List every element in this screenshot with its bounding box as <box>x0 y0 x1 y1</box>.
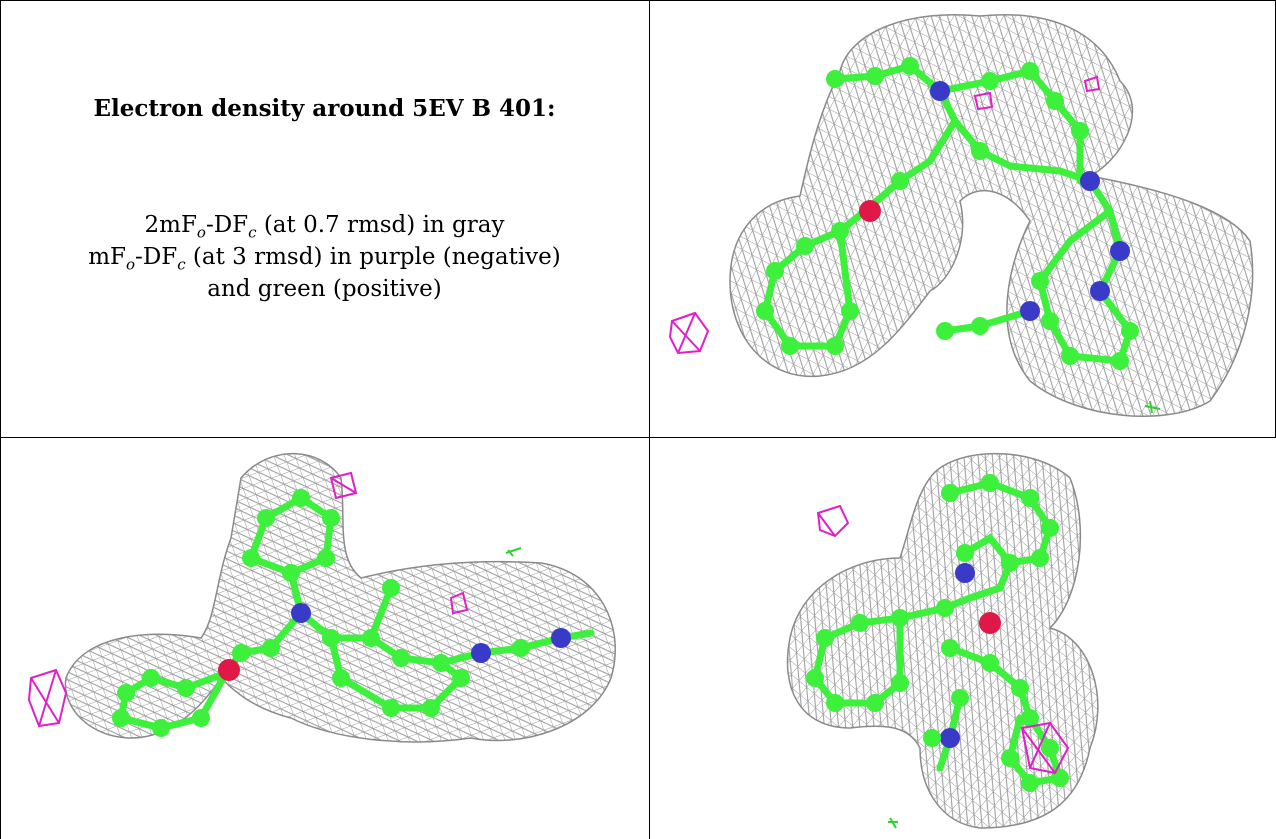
density-view-top-right <box>650 1 1275 437</box>
positive-density-blob <box>888 817 898 829</box>
caption-line-2mfo: 2mFo-DFc (at 0.7 rmsd) in gray <box>144 212 505 242</box>
table-divider-horizontal <box>0 437 1276 438</box>
density-view-bottom-left <box>1 438 649 839</box>
table-border-top <box>0 0 1276 1</box>
density-view-bottom-right <box>650 438 1275 839</box>
positive-density-blob <box>1144 400 1161 414</box>
ligand-atoms <box>806 474 1069 792</box>
caption-line-green: and green (positive) <box>207 276 442 302</box>
table-divider-vertical <box>649 0 650 839</box>
caption-line-mfo: mFo-DFc (at 3 rmsd) in purple (negative) <box>88 244 561 274</box>
negative-density-blob <box>668 75 1101 355</box>
gray-density-mesh <box>786 452 1099 829</box>
table-border-left <box>0 0 1 839</box>
ligand-atoms <box>756 57 1139 370</box>
caption-cell: Electron density around 5EV B 401: 2mFo-… <box>0 0 649 437</box>
negative-density-blob <box>27 471 469 728</box>
caption-title: Electron density around 5EV B 401: <box>93 95 556 122</box>
positive-density-blob <box>505 547 522 557</box>
gray-density-mesh <box>64 452 616 743</box>
ligand-atoms <box>112 489 571 737</box>
negative-density-blob <box>816 504 1070 775</box>
